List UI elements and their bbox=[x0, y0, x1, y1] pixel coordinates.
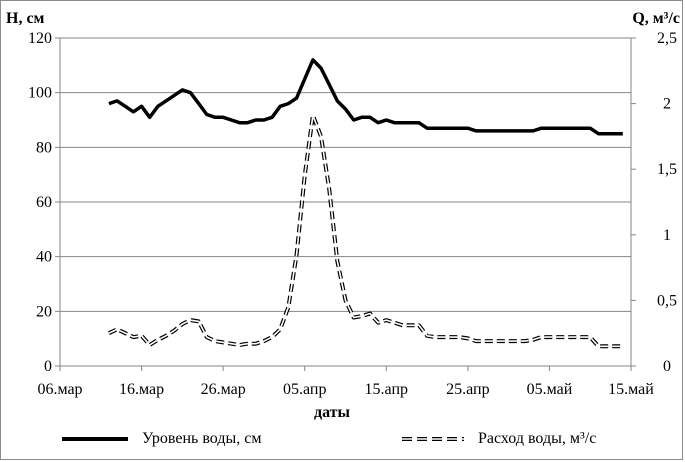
series-0 bbox=[108, 58, 623, 136]
legend: Уровень воды, см Расход воды, м³/с bbox=[0, 420, 685, 456]
y-right-ticks: 0 0,5 1 1,5 2 2,5 bbox=[631, 30, 677, 375]
series-1 bbox=[108, 113, 623, 349]
x-tick-label: 05.апр bbox=[283, 381, 326, 398]
legend-item-discharge: Расход воды, м³/с bbox=[402, 428, 596, 450]
y-right-axis-title: Q, м³/с bbox=[632, 10, 680, 27]
y-left-axis-title: H, см bbox=[6, 10, 45, 27]
x-tick-label: 06.мар bbox=[37, 381, 82, 398]
series-line-discharge-inner bbox=[108, 114, 623, 348]
series-layer bbox=[108, 58, 623, 349]
y-right-tick-label: 1,5 bbox=[657, 161, 677, 178]
x-tick-label: 25.апр bbox=[446, 381, 489, 398]
legend-swatch-dashed bbox=[402, 437, 464, 441]
x-tick-label: 26.мар bbox=[201, 381, 246, 398]
chart-svg: 0 20 40 60 80 100 120 0 0,5 1 1,5 2 2,5 06.мар 16.ма… bbox=[6, 10, 680, 420]
x-tick-label: 16.мар bbox=[119, 381, 164, 398]
legend-item-level: Уровень воды, см bbox=[62, 428, 261, 450]
y-right-tick-label: 1 bbox=[663, 227, 671, 244]
y-left-tick-label: 80 bbox=[36, 139, 52, 156]
y-left-tick-label: 0 bbox=[44, 358, 52, 375]
series-line-level bbox=[108, 58, 623, 136]
y-right-tick-label: 2 bbox=[663, 96, 671, 113]
y-right-tick-label: 0 bbox=[663, 358, 671, 375]
y-left-tick-label: 20 bbox=[36, 303, 52, 320]
legend-label-discharge: Расход воды, м³/с bbox=[478, 430, 597, 447]
gridlines bbox=[60, 37, 631, 367]
y-right-tick-label: 2,5 bbox=[657, 30, 677, 47]
legend-label-level: Уровень воды, см bbox=[142, 430, 262, 447]
y-left-ticks: 0 20 40 60 80 100 120 bbox=[28, 30, 60, 375]
y-left-tick-label: 100 bbox=[28, 85, 52, 102]
x-tick-label: 05.май bbox=[527, 381, 573, 398]
legend-swatch-solid bbox=[62, 437, 128, 441]
y-left-tick-label: 120 bbox=[28, 30, 52, 47]
y-right-tick-label: 0,5 bbox=[657, 292, 677, 309]
y-left-tick-label: 40 bbox=[36, 249, 52, 266]
x-axis-title: даты bbox=[314, 404, 351, 420]
y-left-tick-label: 60 bbox=[36, 194, 52, 211]
x-tick-label: 15.май bbox=[608, 381, 654, 398]
x-ticks: 06.мар 16.мар 26.мар 05.апр 15.апр 25.апр 05.м… bbox=[37, 366, 654, 398]
x-tick-label: 15.апр bbox=[365, 381, 408, 398]
